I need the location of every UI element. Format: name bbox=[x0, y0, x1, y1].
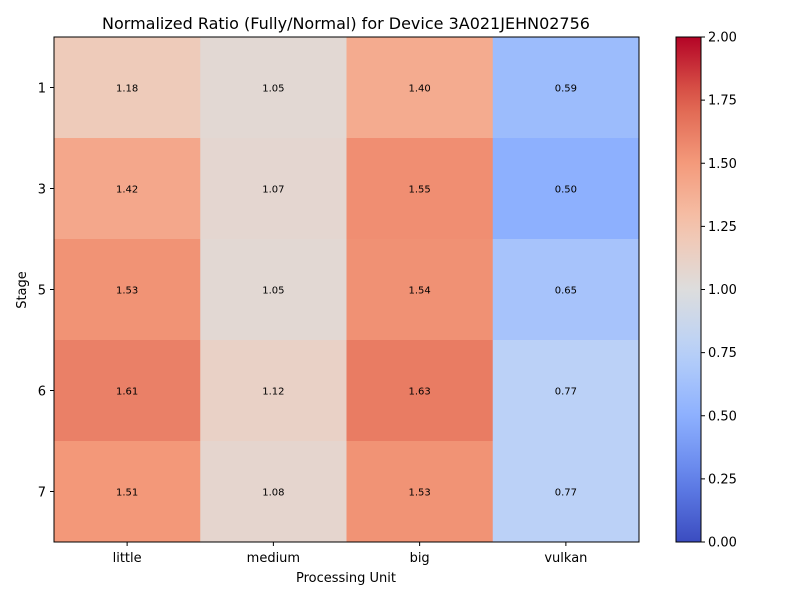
x-tick-label: little bbox=[113, 551, 142, 566]
heatmap-cell bbox=[200, 441, 347, 543]
colorbar-tick-label: 0.50 bbox=[708, 409, 737, 424]
heatmap-cell bbox=[54, 37, 201, 139]
cell-value-label: 0.50 bbox=[555, 185, 577, 196]
cell-value-label: 1.05 bbox=[262, 286, 284, 297]
y-tick-label: 1 bbox=[38, 82, 46, 97]
heatmap-cell bbox=[492, 239, 640, 341]
heatmap-cell bbox=[346, 138, 494, 240]
heatmap-cell bbox=[54, 138, 201, 240]
cell-value-label: 1.51 bbox=[116, 488, 138, 499]
cell-value-label: 1.63 bbox=[408, 387, 430, 398]
cell-value-label: 1.61 bbox=[116, 387, 138, 398]
heatmap-cell bbox=[200, 138, 347, 240]
y-axis-label: Stage bbox=[15, 271, 30, 309]
y-tick-label: 7 bbox=[38, 486, 46, 501]
colorbar bbox=[675, 36, 702, 543]
x-tick-label: vulkan bbox=[544, 551, 587, 566]
y-axis-ticks: 1 3 5 6 7 bbox=[38, 82, 54, 501]
heatmap-cell bbox=[346, 239, 494, 341]
y-tick-label: 6 bbox=[38, 385, 46, 400]
heatmap-cell bbox=[492, 340, 640, 442]
colorbar-tick-label: 0.75 bbox=[708, 346, 737, 361]
heatmap-cell bbox=[200, 239, 347, 341]
cell-value-label: 0.59 bbox=[555, 84, 577, 95]
x-tick-label: medium bbox=[247, 551, 300, 566]
heatmap-cell bbox=[492, 441, 640, 543]
chart-title: Normalized Ratio (Fully/Normal) for Devi… bbox=[102, 14, 590, 33]
cell-value-label: 1.07 bbox=[262, 185, 284, 196]
cell-value-label: 1.18 bbox=[116, 84, 138, 95]
heatmap-cell bbox=[200, 340, 347, 442]
y-tick-label: 3 bbox=[38, 183, 46, 198]
x-tick-label: big bbox=[410, 551, 430, 566]
heatmap-cell bbox=[492, 138, 640, 240]
heatmap-cell bbox=[346, 37, 494, 139]
cell-value-label: 0.77 bbox=[555, 387, 577, 398]
colorbar-tick-label: 0.00 bbox=[708, 536, 737, 551]
cell-value-label: 1.54 bbox=[408, 286, 430, 297]
heatmap-cell bbox=[492, 37, 640, 139]
heatmap-cells: 1.18 1.05 1.40 0.59 1.42 1.07 1.55 0.50 1.53 1.05… bbox=[54, 37, 640, 543]
cell-value-label: 1.40 bbox=[408, 84, 430, 95]
y-tick-label: 5 bbox=[38, 284, 46, 299]
x-axis-label: Processing Unit bbox=[296, 571, 396, 586]
heatmap-cell bbox=[54, 340, 201, 442]
heatmap-cell bbox=[346, 441, 494, 543]
colorbar-tick-label: 1.50 bbox=[708, 157, 737, 172]
cell-value-label: 1.55 bbox=[408, 185, 430, 196]
cell-value-label: 1.12 bbox=[262, 387, 284, 398]
colorbar-tick-label: 2.00 bbox=[708, 31, 737, 46]
colorbar-ticks: 0.00 0.25 0.50 0.75 1.00 1.25 1.50 1.75 2.00 bbox=[701, 31, 737, 551]
cell-value-label: 0.77 bbox=[555, 488, 577, 499]
heatmap-cell bbox=[54, 441, 201, 543]
heatmap-cell bbox=[54, 239, 201, 341]
colorbar-tick-label: 1.75 bbox=[708, 94, 737, 109]
cell-value-label: 1.53 bbox=[116, 286, 138, 297]
cell-value-label: 1.05 bbox=[262, 84, 284, 95]
cell-value-label: 1.53 bbox=[408, 488, 430, 499]
cell-value-label: 0.65 bbox=[555, 286, 577, 297]
colorbar-tick-label: 1.00 bbox=[708, 283, 737, 298]
cell-value-label: 1.08 bbox=[262, 488, 284, 499]
x-axis-ticks: little medium big vulkan bbox=[113, 542, 587, 566]
colorbar-tick-label: 1.25 bbox=[708, 220, 737, 235]
heatmap-cell bbox=[346, 340, 494, 442]
cell-value-label: 1.42 bbox=[116, 185, 138, 196]
colorbar-tick-label: 0.25 bbox=[708, 472, 737, 487]
heatmap-cell bbox=[200, 37, 347, 139]
